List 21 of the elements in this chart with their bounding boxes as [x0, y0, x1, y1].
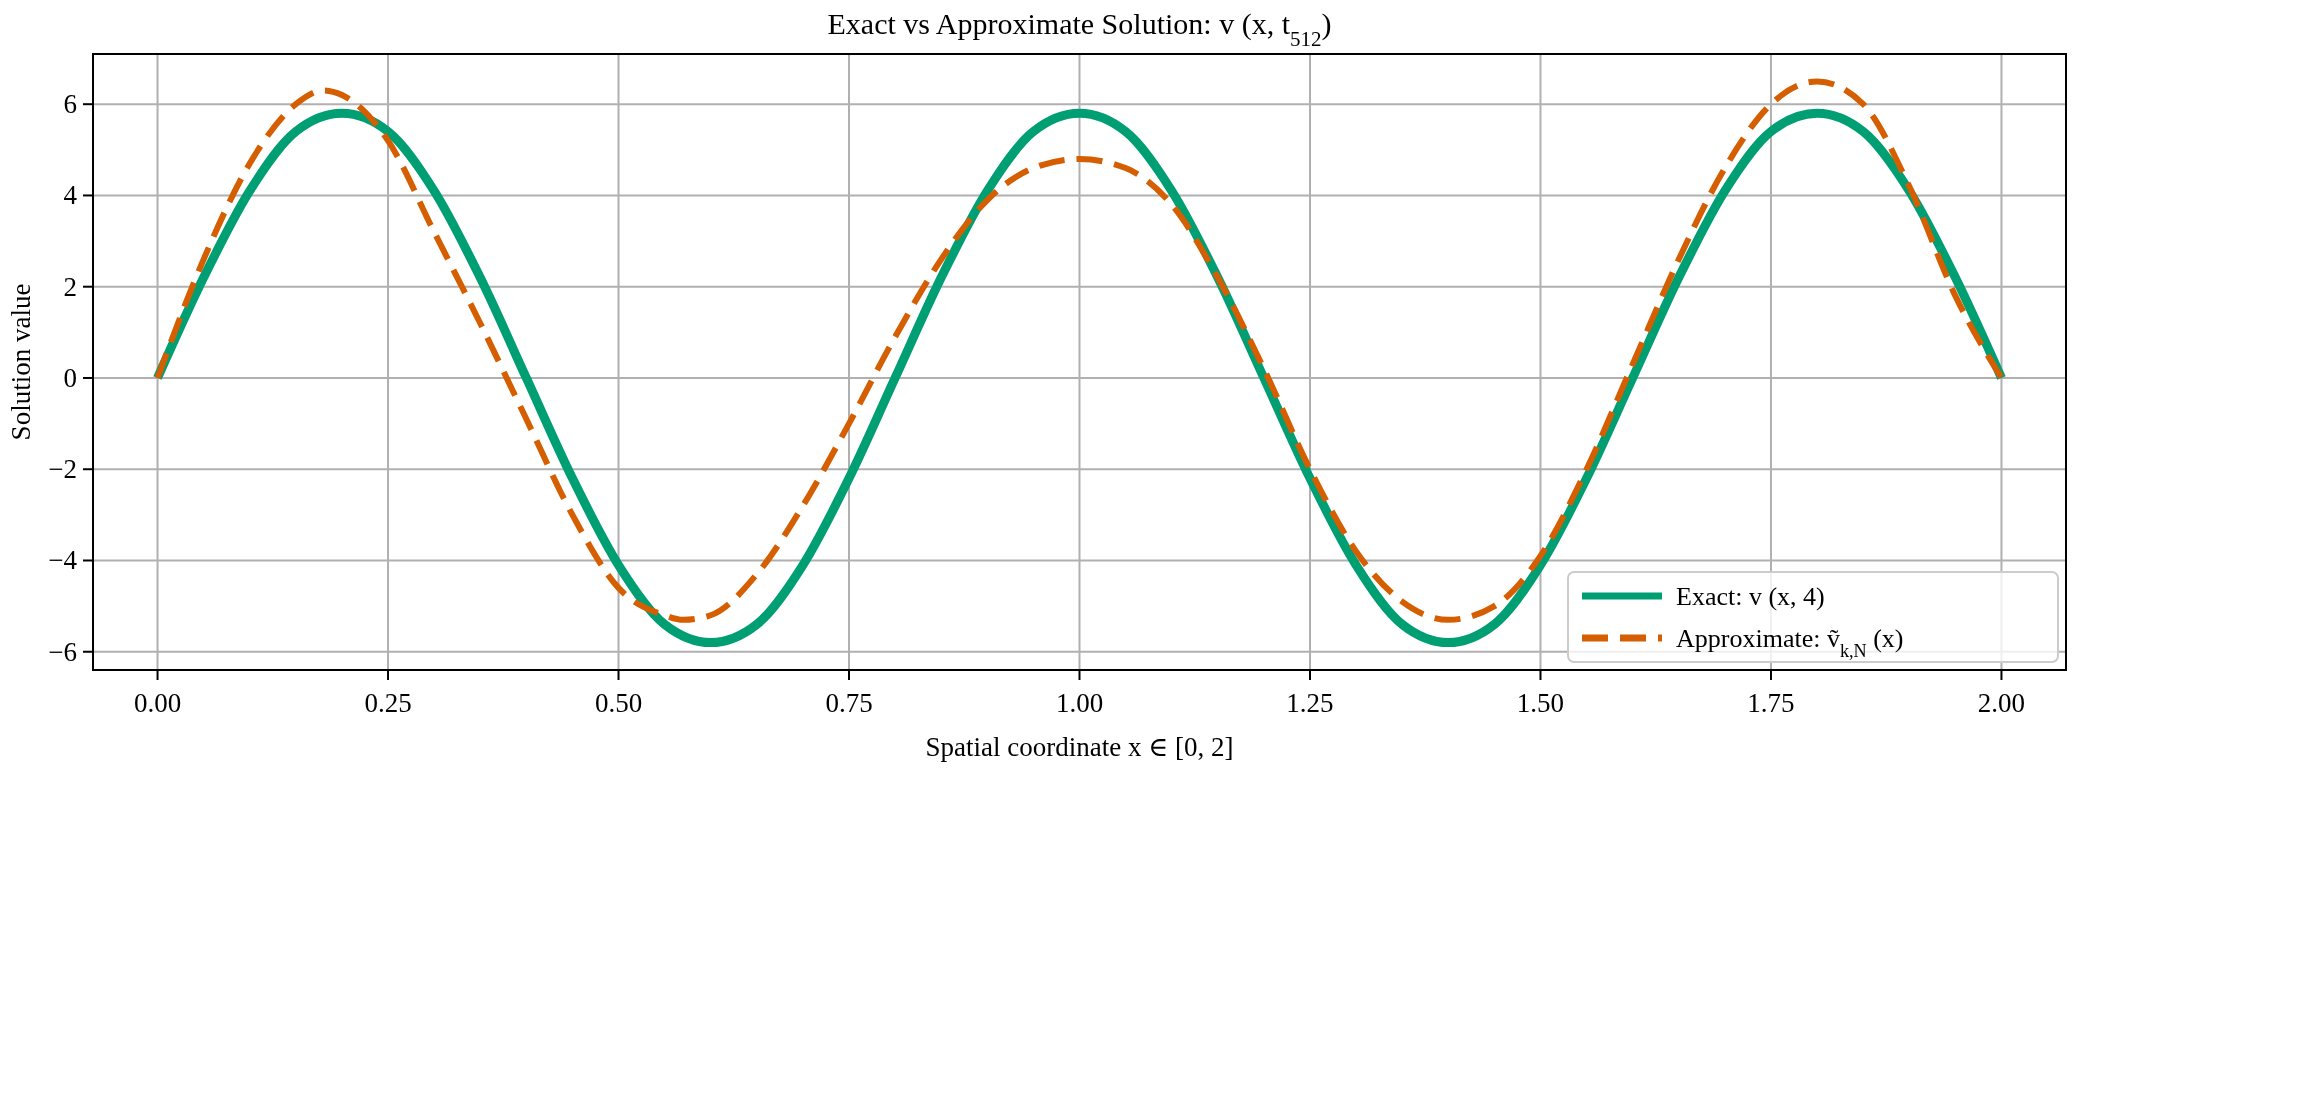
- y-tick-label: 4: [63, 180, 78, 211]
- x-tick-label: 2.00: [1977, 688, 2026, 718]
- chart-title: Exact vs Approximate Solution: v (x, t$_{512}$): [827, 7, 1332, 51]
- y-tick-label: 0: [63, 362, 77, 393]
- y-tick-label: 6: [63, 89, 77, 120]
- x-tick-label: 0.00: [133, 688, 182, 718]
- y-tick-label: −2: [48, 454, 77, 485]
- legend-label: Approximate: ṽ$_{k,N}$ (x): [1676, 624, 1904, 661]
- x-tick-label: 1.00: [1055, 688, 1104, 718]
- x-tick-label: 0.75: [825, 688, 873, 718]
- y-tick-label: −6: [48, 636, 77, 667]
- x-tick-label: 1.75: [1747, 688, 1795, 718]
- y-tick-label: 2: [63, 271, 77, 302]
- x-tick-label: 0.25: [364, 688, 412, 718]
- x-tick-label: 1.50: [1516, 688, 1565, 718]
- x-axis-title: Spatial coordinate x ∈ [0, 2]: [925, 732, 1234, 762]
- y-axis-title: Solution value: [6, 283, 36, 441]
- y-tick-label: −4: [48, 545, 78, 576]
- x-tick-label: 0.50: [594, 688, 643, 718]
- legend-label: Exact: v (x, 4): [1676, 582, 1825, 611]
- x-tick-label: 1.25: [1286, 688, 1334, 718]
